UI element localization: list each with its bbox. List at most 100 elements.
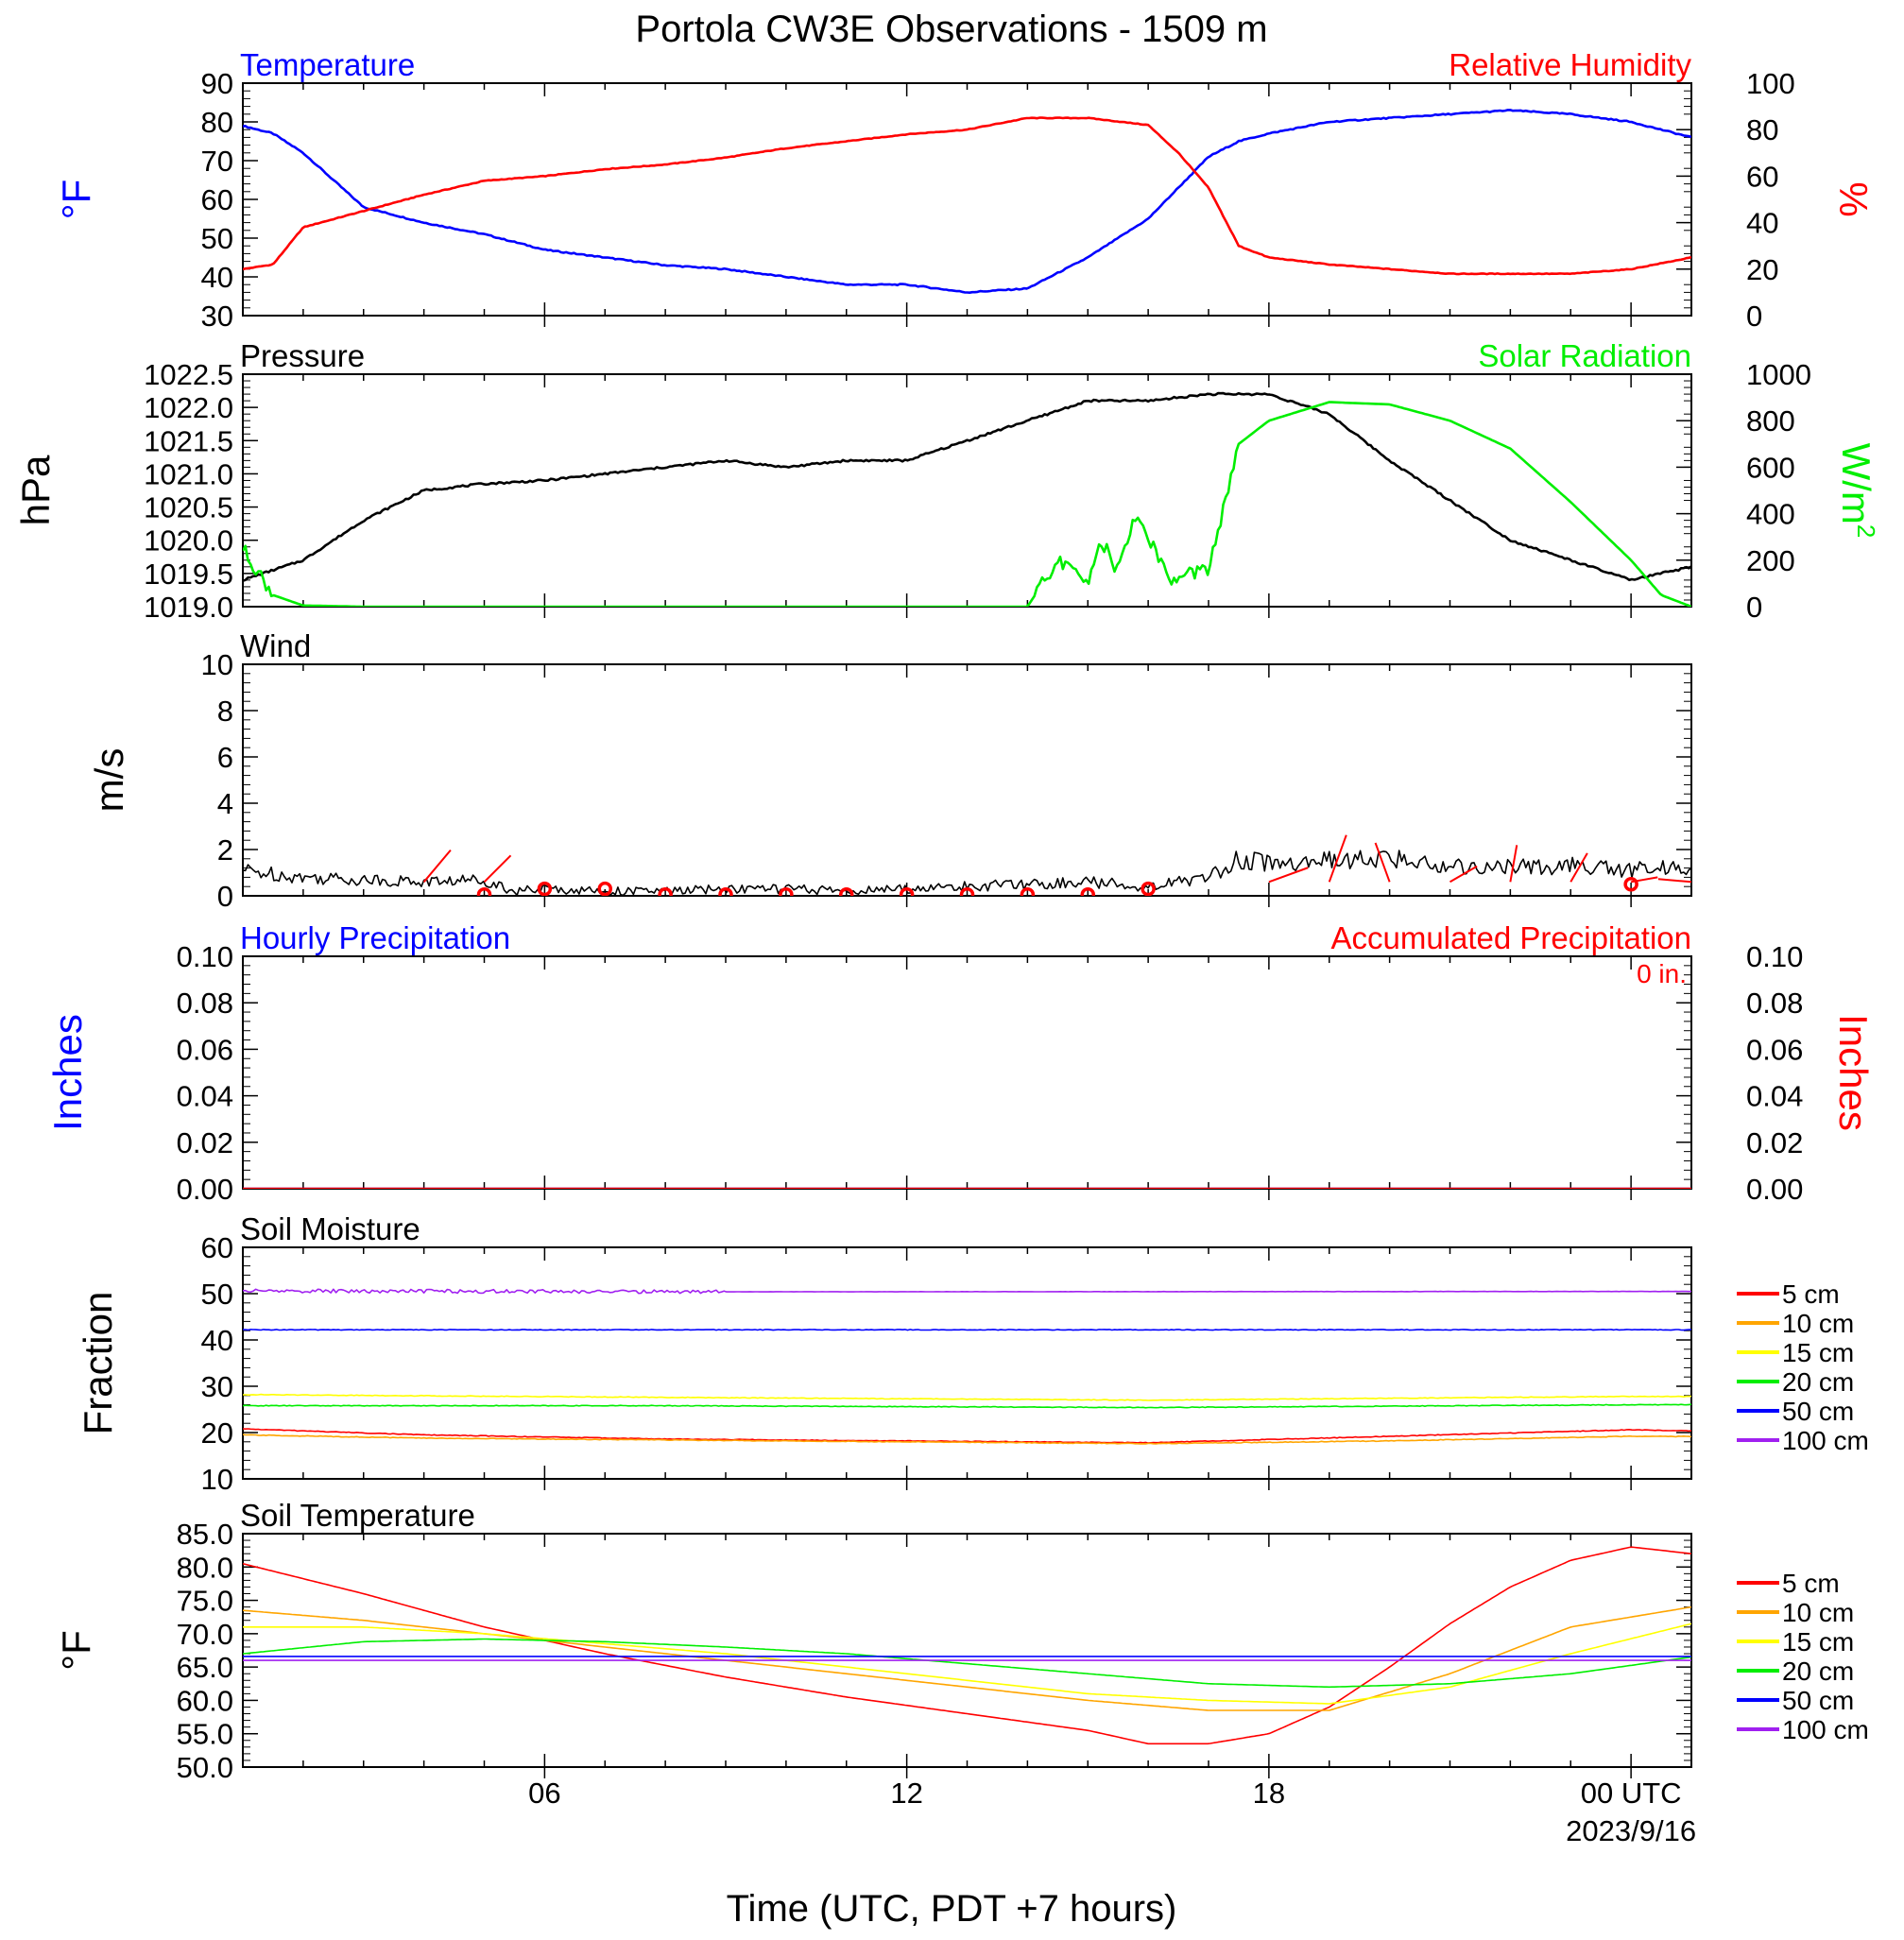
y-tick-label-left: 1021.0 (144, 457, 233, 490)
wind-barb (1570, 852, 1588, 883)
panel-frame (242, 82, 1692, 317)
y-tick-label-left: 40 (201, 1324, 233, 1357)
y-tick-label-left: 4 (217, 787, 233, 820)
calm-wind-circle (1080, 887, 1095, 896)
wind-barb (1657, 878, 1691, 884)
panel-title-right: Accumulated Precipitation (1330, 920, 1691, 955)
calm-wind-circle (839, 887, 854, 896)
calm-wind-circle (597, 881, 612, 896)
y-tick-label-right: 200 (1746, 544, 1795, 577)
panel-title-left: Soil Temperature (240, 1498, 475, 1533)
calm-wind-circle (1807, 881, 1818, 892)
panel-title-left: Pressure (240, 338, 365, 373)
y-tick-label-left: 80 (201, 106, 233, 139)
y-axis-label-right: % (1831, 181, 1876, 216)
panel-frame (242, 1533, 1692, 1768)
y-tick-label-left: 1021.5 (144, 424, 233, 457)
wind-barb (1736, 855, 1752, 883)
y-tick-label-right: 100 (1746, 67, 1795, 100)
time-tick-label: 18 (1253, 1777, 1285, 1810)
series-line-pressure (243, 391, 1691, 582)
y-tick-label-right: 0.02 (1746, 1126, 1803, 1159)
series-line-15-cm (243, 1393, 1691, 1401)
calm-wind-circle (476, 887, 492, 896)
y-tick-label-right: 40 (1746, 207, 1778, 240)
y-tick-label-right: 400 (1746, 498, 1795, 531)
series-line-solar-radiation (243, 401, 1691, 607)
panel-title-left: Hourly Precipitation (240, 920, 510, 955)
y-tick-label-right: 0.10 (1746, 940, 1803, 973)
y-tick-label-left: 60.0 (177, 1684, 233, 1717)
y-axis-label-right-superscript: 2 (1852, 524, 1880, 538)
y-tick-label-left: 90 (201, 67, 233, 100)
series-line-100-cm (243, 1288, 1691, 1295)
y-tick-label-left: 20 (201, 1416, 233, 1450)
y-tick-label-left: 50.0 (177, 1751, 233, 1784)
legend-label: 10 cm (1782, 1309, 1854, 1338)
panel-title-left: Soil Moisture (240, 1211, 420, 1246)
panel-frame (242, 373, 1692, 608)
y-axis-label-left: Fraction (76, 1292, 120, 1435)
y-tick-label-left: 1022.5 (144, 358, 233, 391)
y-tick-label-right: 800 (1746, 404, 1795, 438)
calm-wind-circle (1020, 887, 1036, 896)
legend-label: 5 cm (1782, 1279, 1840, 1309)
y-tick-label-right: 0 (1746, 300, 1762, 333)
y-tick-label-left: 75.0 (177, 1585, 233, 1618)
y-tick-label-left: 2 (217, 833, 233, 867)
series-line-relative-humidity (243, 116, 1691, 276)
y-tick-label-right: 20 (1746, 253, 1778, 286)
y-tick-label-left: 65.0 (177, 1651, 233, 1684)
time-tick-label: 12 (890, 1777, 922, 1810)
y-tick-label-left: 0.06 (177, 1033, 233, 1066)
y-tick-label-left: 30 (201, 1370, 233, 1403)
calm-wind-circle (718, 887, 733, 896)
legend-label: 100 cm (1782, 1426, 1869, 1455)
y-tick-label-left: 50 (201, 1278, 233, 1311)
time-tick-date: 2023/9/16 (1566, 1814, 1696, 1847)
y-axis-label-left: hPa (13, 455, 58, 525)
legend-label: 5 cm (1782, 1569, 1840, 1598)
y-tick-label-left: 0.04 (177, 1080, 233, 1113)
wind-barb (1509, 845, 1518, 883)
y-axis-label-left: °F (54, 1630, 98, 1670)
legend-label: 50 cm (1782, 1397, 1854, 1426)
time-tick-label: 06 (528, 1777, 560, 1810)
y-tick-label-left: 50 (201, 222, 233, 255)
calm-wind-circle (1867, 880, 1878, 891)
x-axis-label: Time (UTC, PDT +7 hours) (727, 1888, 1177, 1930)
precip-total-annotation: 0 in. (1637, 959, 1687, 988)
y-tick-label-left: 30 (201, 300, 233, 333)
panel-temp_rh: 30 40 50 60 70 80 90 0 20 40 60 80 100 Temperature Rel… (54, 47, 1876, 333)
y-tick-label-right: 0.06 (1746, 1033, 1803, 1066)
y-tick-label-left: 0.10 (177, 940, 233, 973)
y-tick-label-left: 1019.0 (144, 591, 233, 624)
series-line-10-cm (243, 1605, 1691, 1711)
time-tick-label: 00 UTC (1581, 1777, 1682, 1810)
y-tick-label-left: 1019.5 (144, 558, 233, 591)
y-tick-label-right: 0.08 (1746, 987, 1803, 1020)
calm-wind-circle (658, 887, 673, 896)
wind-barb (422, 849, 452, 883)
y-tick-label-left: 1020.5 (144, 491, 233, 524)
plot-area (243, 1288, 1691, 1445)
y-tick-label-left: 10 (201, 648, 233, 681)
y-tick-label-right: 60 (1746, 160, 1778, 193)
y-tick-label-left: 0 (217, 880, 233, 913)
panel-frame (242, 1246, 1692, 1480)
y-tick-label-left: 85.0 (177, 1518, 233, 1551)
panel-title-left: Temperature (240, 47, 415, 82)
y-tick-label-left: 1022.0 (144, 391, 233, 424)
panel-title-left: Wind (240, 628, 311, 663)
legend-label: 15 cm (1782, 1627, 1854, 1657)
y-tick-label-right: 0 (1746, 591, 1762, 624)
wind-barb (1449, 865, 1478, 884)
calm-wind-circle (1623, 877, 1638, 892)
y-tick-label-right: 0.00 (1746, 1173, 1803, 1206)
calm-wind-circle (899, 887, 915, 896)
y-tick-label-right: 600 (1746, 451, 1795, 484)
